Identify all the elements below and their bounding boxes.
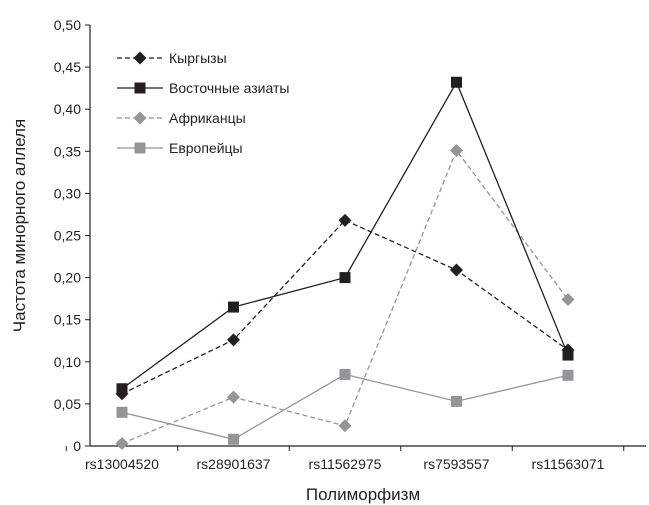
- legend-marker: [133, 51, 147, 65]
- x-tick-label: rs7593557: [423, 456, 489, 472]
- legend-marker: [134, 82, 146, 94]
- y-tick-label: 0,15: [54, 312, 81, 328]
- legend-item: Восточные азиаты: [117, 80, 289, 96]
- y-tick-label: 0,45: [54, 59, 81, 75]
- data-point: [227, 390, 240, 404]
- data-point: [116, 406, 128, 418]
- series-3: [115, 143, 575, 450]
- data-point: [115, 436, 129, 450]
- series-layer: [115, 76, 575, 450]
- y-tick-label: 0,35: [54, 143, 81, 159]
- legend-label: Африканцы: [169, 110, 246, 126]
- legend-marker: [133, 111, 147, 125]
- axes: 0 0,05 0,10 0,15 0,20 0,25 0,30 0,35 0,40 0,45 0,5…: [54, 17, 646, 472]
- data-point: [451, 76, 462, 88]
- data-point: [227, 333, 240, 347]
- series-line: [121, 149, 569, 445]
- x-tick-label: rs28901637: [197, 456, 271, 472]
- y-tick-label: 0: [73, 438, 81, 454]
- data-point: [450, 143, 463, 157]
- series-line: [121, 219, 569, 395]
- data-point: [451, 395, 462, 407]
- data-point: [116, 383, 128, 395]
- data-point: [561, 292, 575, 306]
- y-tick-label: 0,25: [54, 228, 81, 244]
- x-tick-label: rs13004520: [85, 456, 159, 472]
- legend-label: Европейцы: [169, 140, 243, 156]
- series-line: [121, 80, 569, 390]
- data-point: [339, 272, 351, 284]
- x-tick-label: rs11562975: [309, 456, 382, 472]
- y-tick-label: 0,50: [54, 17, 81, 33]
- y-tick-label: 0,20: [54, 270, 81, 286]
- y-tick-label: 0,05: [54, 396, 81, 412]
- data-point: [339, 368, 351, 380]
- y-axis-title: Частота минорного аллеля: [10, 119, 29, 332]
- series-4: [116, 368, 574, 445]
- data-point: [450, 263, 463, 277]
- data-point: [338, 213, 352, 227]
- data-point: [562, 349, 574, 361]
- y-tick-label: 0,40: [54, 101, 81, 117]
- legend-item: Кыргызы: [117, 50, 227, 66]
- legend: Кыргызы Восточные азиаты Африканцы Европейц…: [117, 50, 289, 156]
- data-point: [338, 419, 352, 433]
- x-axis-title: Полиморфизм: [306, 485, 420, 504]
- x-tick-label: rs11563071: [532, 456, 605, 472]
- data-point: [228, 433, 239, 445]
- data-point: [228, 301, 239, 313]
- legend-item: Африканцы: [117, 110, 246, 126]
- y-tick-label: 0,30: [54, 185, 81, 201]
- data-point: [562, 369, 574, 381]
- series-2: [116, 76, 574, 395]
- legend-label: Кыргызы: [169, 50, 227, 66]
- legend-label: Восточные азиаты: [169, 80, 289, 96]
- legend-marker: [134, 142, 146, 154]
- y-tick-label: 0,10: [54, 354, 81, 370]
- legend-item: Европейцы: [117, 140, 243, 156]
